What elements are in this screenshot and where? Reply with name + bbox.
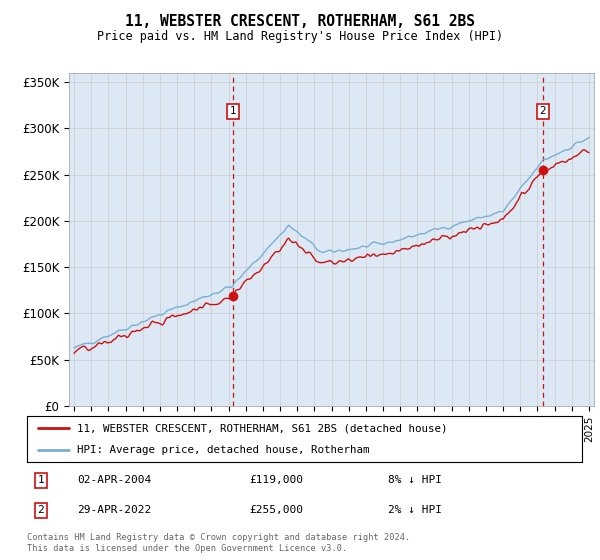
Text: 11, WEBSTER CRESCENT, ROTHERHAM, S61 2BS: 11, WEBSTER CRESCENT, ROTHERHAM, S61 2BS [125,14,475,29]
Text: 1: 1 [230,106,236,116]
Text: HPI: Average price, detached house, Rotherham: HPI: Average price, detached house, Roth… [77,445,370,455]
Text: £255,000: £255,000 [249,505,303,515]
Text: 11, WEBSTER CRESCENT, ROTHERHAM, S61 2BS (detached house): 11, WEBSTER CRESCENT, ROTHERHAM, S61 2BS… [77,424,448,434]
Text: 8% ↓ HPI: 8% ↓ HPI [388,475,442,486]
Text: 02-APR-2004: 02-APR-2004 [77,475,151,486]
Text: 29-APR-2022: 29-APR-2022 [77,505,151,515]
Text: 2: 2 [540,106,547,116]
Text: Contains HM Land Registry data © Crown copyright and database right 2024.
This d: Contains HM Land Registry data © Crown c… [27,533,410,553]
Text: 2: 2 [37,505,44,515]
Text: 1: 1 [37,475,44,486]
Text: Price paid vs. HM Land Registry's House Price Index (HPI): Price paid vs. HM Land Registry's House … [97,30,503,43]
Text: £119,000: £119,000 [249,475,303,486]
Text: 2% ↓ HPI: 2% ↓ HPI [388,505,442,515]
